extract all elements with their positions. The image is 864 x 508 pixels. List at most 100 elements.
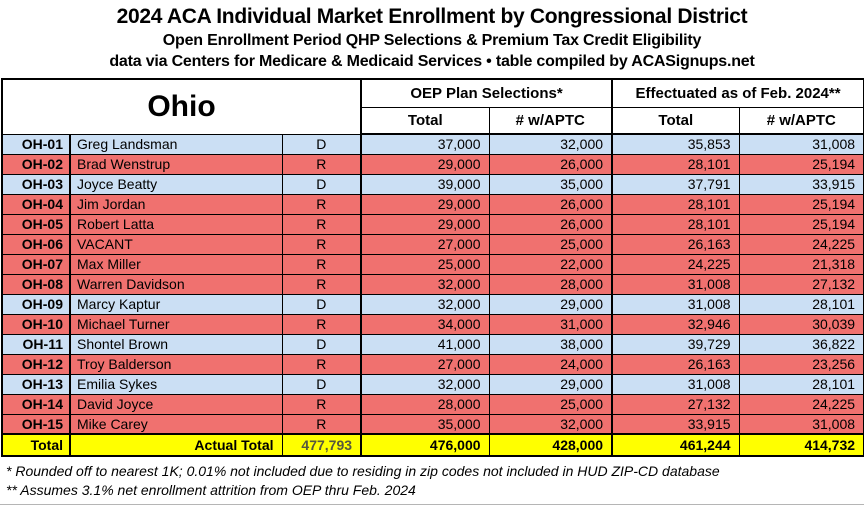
eff-aptc-cell: 25,194 [738, 213, 864, 235]
district-cell: OH-13 [1, 373, 71, 395]
oep-aptc-cell: 26,000 [488, 153, 613, 175]
representative-cell: Warren Davidson [69, 273, 283, 295]
oep-aptc-cell: 26,000 [488, 193, 613, 215]
oep-total-cell: 29,000 [360, 213, 490, 235]
eff-total-cell: 35,853 [611, 133, 740, 155]
footnote-rounding: * Rounded off to nearest 1K; 0.01% not i… [6, 463, 720, 479]
representative-cell: Jim Jordan [69, 193, 283, 215]
page-subtitle: Open Enrollment Period QHP Selections & … [162, 32, 702, 49]
table-row: OH-11 Shontel Brown D 41,000 38,000 39,7… [1, 333, 864, 355]
representative-cell: Brad Wenstrup [69, 153, 283, 175]
eff-total-cell: 39,729 [611, 333, 740, 355]
oep-total-cell: 29,000 [360, 193, 490, 215]
total-oep-aptc: 428,000 [488, 433, 613, 457]
table-row: OH-05 Robert Latta R 29,000 26,000 28,10… [1, 213, 864, 235]
representative-cell: Michael Turner [69, 313, 283, 335]
oep-aptc-cell: 38,000 [488, 333, 613, 355]
representative-cell: Greg Landsman [69, 133, 283, 155]
eff-aptc-cell: 36,822 [738, 333, 864, 355]
district-cell: OH-08 [1, 273, 71, 295]
oep-total-cell: 35,000 [360, 413, 490, 435]
party-cell: R [281, 213, 362, 235]
representative-cell: Robert Latta [69, 213, 283, 235]
total-label: Total [1, 433, 71, 457]
oep-aptc-cell: 24,000 [488, 353, 613, 375]
page-title: 2024 ACA Individual Market Enrollment by… [116, 5, 748, 28]
page-source-line: data via Centers for Medicare & Medicaid… [109, 53, 755, 70]
oep-aptc-cell: 25,000 [488, 393, 613, 415]
representative-cell: VACANT [69, 233, 283, 255]
oep-total-cell: 41,000 [360, 333, 490, 355]
oep-total-cell: 34,000 [360, 313, 490, 335]
eff-aptc-cell: 31,008 [738, 133, 864, 155]
eff-aptc-cell: 31,008 [738, 413, 864, 435]
oep-total-cell: 25,000 [360, 253, 490, 275]
district-cell: OH-07 [1, 253, 71, 275]
table-row: OH-03 Joyce Beatty D 39,000 35,000 37,79… [1, 173, 864, 195]
oep-total-cell: 29,000 [360, 153, 490, 175]
party-cell: D [281, 373, 362, 395]
eff-aptc-cell: 33,915 [738, 173, 864, 195]
total-eff-aptc: 414,732 [738, 433, 864, 457]
table-row: OH-01 Greg Landsman D 37,000 32,000 35,8… [1, 133, 864, 155]
actual-total-label: Actual Total [69, 433, 283, 457]
eff-aptc-cell: 28,101 [738, 293, 864, 315]
representative-cell: Joyce Beatty [69, 173, 283, 195]
oep-aptc-cell: 28,000 [488, 273, 613, 295]
table-row: OH-09 Marcy Kaptur D 32,000 29,000 31,00… [1, 293, 864, 315]
oep-total-cell: 39,000 [360, 173, 490, 195]
district-cell: OH-11 [1, 333, 71, 355]
eff-total-cell: 24,225 [611, 253, 740, 275]
eff-aptc-cell: 28,101 [738, 373, 864, 395]
party-cell: R [281, 193, 362, 215]
oep-total-cell: 32,000 [360, 293, 490, 315]
oep-aptc-cell: 32,000 [488, 133, 613, 155]
representative-cell: Mike Carey [69, 413, 283, 435]
eff-total-cell: 31,008 [611, 373, 740, 395]
district-cell: OH-02 [1, 153, 71, 175]
oep-aptc-cell: 26,000 [488, 213, 613, 235]
representative-cell: Emilia Sykes [69, 373, 283, 395]
eff-total-cell: 31,008 [611, 293, 740, 315]
total-eff-total: 461,244 [611, 433, 740, 457]
party-cell: D [281, 133, 362, 155]
table-row: OH-12 Troy Balderson R 27,000 24,000 26,… [1, 353, 864, 375]
table-row: OH-02 Brad Wenstrup R 29,000 26,000 28,1… [1, 153, 864, 175]
col-header-eff-total: Total [611, 106, 740, 135]
eff-total-cell: 26,163 [611, 353, 740, 375]
oep-aptc-cell: 25,000 [488, 233, 613, 255]
district-cell: OH-12 [1, 353, 71, 375]
party-cell: R [281, 393, 362, 415]
eff-total-cell: 37,791 [611, 173, 740, 195]
party-cell: D [281, 293, 362, 315]
representative-cell: Max Miller [69, 253, 283, 275]
oep-total-cell: 27,000 [360, 353, 490, 375]
eff-total-cell: 28,101 [611, 153, 740, 175]
state-header: Ohio [1, 78, 363, 135]
total-oep-total: 476,000 [360, 433, 490, 457]
eff-aptc-cell: 21,318 [738, 253, 864, 275]
representative-cell: Shontel Brown [69, 333, 283, 355]
eff-aptc-cell: 23,256 [738, 353, 864, 375]
party-cell: R [281, 233, 362, 255]
party-cell: R [281, 273, 362, 295]
table-row: OH-13 Emilia Sykes D 32,000 29,000 31,00… [1, 373, 864, 395]
table-row: OH-04 Jim Jordan R 29,000 26,000 28,101 … [1, 193, 864, 215]
district-cell: OH-06 [1, 233, 71, 255]
eff-aptc-cell: 30,039 [738, 313, 864, 335]
oep-aptc-cell: 29,000 [488, 293, 613, 315]
district-cell: OH-04 [1, 193, 71, 215]
table-row: OH-07 Max Miller R 25,000 22,000 24,225 … [1, 253, 864, 275]
eff-total-cell: 27,132 [611, 393, 740, 415]
table-header: Ohio OEP Plan Selections* Effectuated as… [1, 78, 864, 135]
total-row: Total Actual Total 477,793 476,000 428,0… [1, 433, 864, 457]
eff-aptc-cell: 27,132 [738, 273, 864, 295]
district-cell: OH-09 [1, 293, 71, 315]
oep-aptc-cell: 22,000 [488, 253, 613, 275]
eff-total-cell: 28,101 [611, 213, 740, 235]
table-body: OH-01 Greg Landsman D 37,000 32,000 35,8… [1, 133, 864, 457]
group-header-effectuated: Effectuated as of Feb. 2024** [611, 78, 864, 108]
party-cell: R [281, 153, 362, 175]
district-cell: OH-05 [1, 213, 71, 235]
oep-aptc-cell: 29,000 [488, 373, 613, 395]
